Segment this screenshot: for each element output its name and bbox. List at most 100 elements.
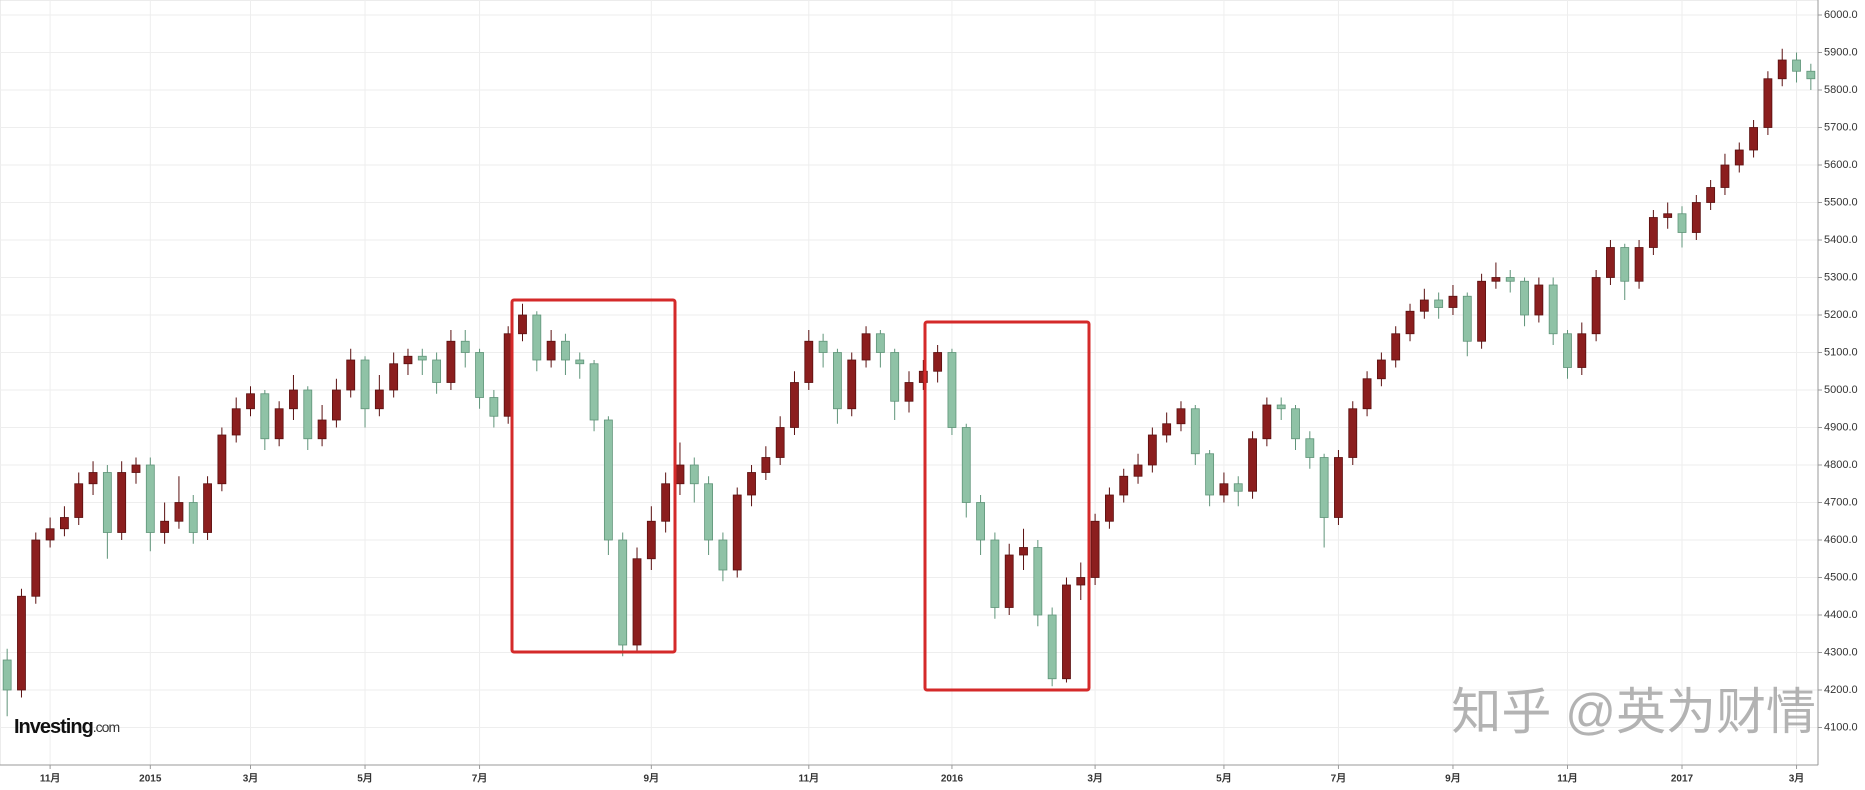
candle-body (274, 408, 284, 440)
candle-body (976, 502, 985, 541)
candle-body (890, 352, 900, 402)
candle-body (1033, 547, 1043, 616)
candle-body (1563, 333, 1572, 368)
candle-body (174, 502, 184, 522)
candle-body (918, 370, 928, 383)
candle-body (1520, 280, 1529, 316)
candle-body (1706, 187, 1716, 203)
candles (2, 48, 1816, 717)
y-tick-label: 5100.0 (1824, 346, 1858, 358)
candle-body (1062, 584, 1071, 680)
candle-body (561, 340, 570, 361)
y-tick-label: 5600.0 (1824, 159, 1858, 171)
y-tick-label: 5200.0 (1824, 309, 1858, 321)
candle-body (875, 333, 885, 353)
candle-body (947, 352, 957, 428)
x-tick-label: 5月 (357, 773, 373, 785)
candle-body (747, 472, 756, 496)
grid (0, 0, 1818, 765)
candle-body (603, 419, 613, 541)
candle-body (31, 539, 41, 597)
candle-body (246, 393, 255, 410)
candle-body (990, 539, 1000, 608)
candle-body (1777, 59, 1787, 80)
candle-body (117, 472, 127, 533)
highlight-box (923, 320, 1091, 692)
candle-body (188, 502, 198, 533)
candle-body (1720, 164, 1730, 188)
y-tick-label: 4800.0 (1824, 459, 1858, 471)
candle-body (1548, 284, 1558, 335)
candle-body (646, 520, 656, 560)
x-tick-label: 11月 (1557, 773, 1578, 785)
candle-body (1505, 277, 1515, 282)
candle-body (17, 595, 26, 691)
x-tick-label: 9月 (1445, 773, 1461, 785)
candle-body (933, 352, 943, 372)
candle-body (1749, 127, 1758, 151)
x-tick-label: 5月 (1216, 773, 1232, 785)
candle-body (1534, 284, 1544, 316)
candle-body (489, 397, 499, 417)
y-tick-label: 4200.0 (1824, 684, 1858, 696)
candle-body (1419, 299, 1429, 312)
candle-body (1434, 299, 1444, 308)
candle-body (446, 340, 456, 383)
candle-body (518, 314, 527, 335)
candle-body (1219, 483, 1229, 496)
candle-body (331, 389, 341, 421)
candle-body (260, 393, 270, 440)
highlight-box (510, 298, 677, 654)
candle-body (160, 520, 170, 533)
candle-body (1019, 547, 1028, 556)
candle-body (546, 340, 556, 361)
candle-body (1348, 408, 1358, 458)
candle-body (475, 352, 484, 398)
candle-body (718, 539, 728, 571)
candle-body (1162, 423, 1172, 436)
candle-body (532, 314, 542, 361)
candle-body (74, 483, 84, 518)
candle-body (1291, 408, 1300, 440)
candle-body (1734, 149, 1744, 166)
candle-body (1334, 457, 1343, 518)
candle-body (847, 359, 857, 410)
candle-body (1119, 475, 1129, 496)
y-tick-label: 5500.0 (1824, 196, 1858, 208)
x-tick-label: 7月 (472, 773, 488, 785)
y-tick-label: 5400.0 (1824, 234, 1858, 246)
candle-body (689, 464, 699, 485)
candle-body (575, 359, 585, 365)
y-tick-label: 4400.0 (1824, 609, 1858, 621)
y-tick-label: 5700.0 (1824, 121, 1858, 133)
candle-body (389, 363, 399, 391)
y-tick-label: 4300.0 (1824, 646, 1858, 658)
candle-body (1391, 333, 1401, 361)
candle-body (1262, 404, 1272, 440)
x-tick-label: 2016 (941, 774, 964, 785)
candle-body (1663, 213, 1673, 218)
watermark: 知乎 @英为财情 (1451, 684, 1816, 740)
candle-body (790, 382, 799, 428)
x-tick-label: 2015 (139, 774, 162, 785)
logo: Investing.com (14, 716, 119, 738)
candle-body (1591, 277, 1601, 335)
candle-body (1806, 70, 1816, 80)
candle-body (632, 558, 642, 646)
candle-body (1004, 554, 1014, 608)
candle-body (732, 494, 742, 571)
candle-body (1477, 280, 1487, 342)
candle-body (804, 340, 814, 383)
candle-body (1648, 217, 1658, 248)
candle-body (1190, 408, 1200, 455)
y-tick-label: 5300.0 (1824, 271, 1858, 283)
candle-body (589, 363, 599, 421)
y-tick-label: 5900.0 (1824, 46, 1858, 58)
candle-body (1376, 359, 1386, 380)
x-tick-label: 11月 (40, 773, 61, 785)
candle-body (904, 382, 914, 402)
candle-body (1276, 404, 1286, 410)
y-tick-label: 4500.0 (1824, 571, 1858, 583)
candle-body (102, 472, 112, 533)
candle-body (145, 464, 155, 533)
